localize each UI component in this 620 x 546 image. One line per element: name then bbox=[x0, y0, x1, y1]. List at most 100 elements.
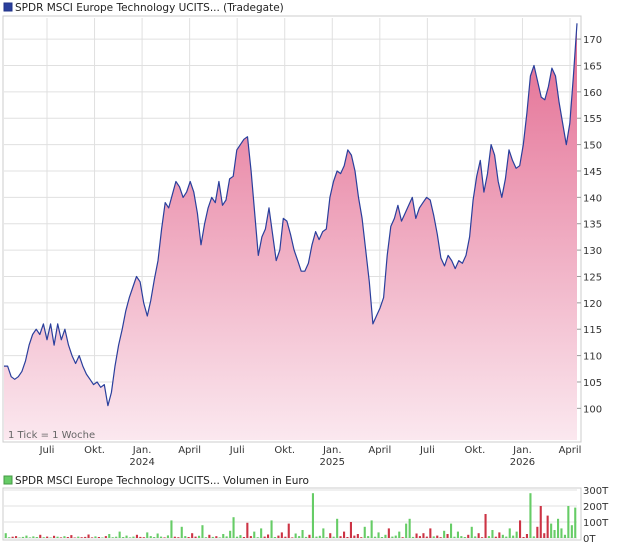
volume-bar bbox=[194, 536, 197, 538]
volume-bar bbox=[515, 531, 518, 538]
volume-bar bbox=[439, 537, 442, 538]
volume-bar bbox=[277, 535, 280, 538]
volume-bar bbox=[380, 537, 383, 538]
price-area bbox=[4, 23, 578, 441]
volume-bar bbox=[305, 536, 308, 538]
volume-bar bbox=[332, 536, 335, 538]
volume-bar bbox=[398, 531, 401, 538]
volume-bar bbox=[28, 537, 31, 538]
volume-bar bbox=[236, 536, 239, 538]
volume-bar bbox=[198, 535, 201, 538]
price-y-tick-label: 120 bbox=[583, 299, 602, 310]
volume-bar bbox=[484, 514, 487, 538]
price-x-tick-label: Jan. bbox=[512, 445, 532, 456]
price-plot-frame bbox=[2, 15, 582, 443]
volume-bar bbox=[4, 533, 7, 538]
volume-bar bbox=[432, 536, 435, 538]
tick-note: 1 Tick = 1 Woche bbox=[8, 430, 95, 441]
volume-bar bbox=[387, 528, 390, 538]
volume-bar bbox=[104, 536, 107, 538]
volume-bar bbox=[146, 532, 149, 538]
volume-bar bbox=[42, 537, 45, 538]
volume-bar bbox=[249, 536, 252, 538]
price-y-tick-label: 125 bbox=[583, 272, 602, 283]
volume-bar bbox=[73, 537, 76, 538]
volume-bar bbox=[574, 507, 577, 538]
volume-bar bbox=[21, 536, 24, 538]
volume-bar bbox=[80, 537, 83, 538]
price-y-tick-label: 110 bbox=[583, 352, 602, 363]
volume-bar bbox=[539, 506, 542, 538]
price-y-tick-label: 150 bbox=[583, 141, 602, 152]
volume-bar bbox=[142, 537, 145, 538]
volume-bar bbox=[415, 533, 418, 538]
volume-bar bbox=[156, 533, 159, 538]
volume-bar bbox=[318, 535, 321, 538]
volume-bar bbox=[294, 533, 297, 538]
volume-bar bbox=[280, 532, 283, 538]
volume-bar bbox=[253, 531, 256, 538]
volume-bar bbox=[501, 534, 504, 538]
volume-bar bbox=[91, 537, 94, 538]
volume-bar bbox=[284, 536, 287, 538]
volume-bar bbox=[336, 518, 339, 538]
volume-bar bbox=[363, 526, 366, 538]
volume-bar bbox=[101, 537, 104, 538]
volume-bar bbox=[508, 528, 511, 538]
volume-legend-swatch bbox=[3, 475, 13, 485]
volume-bar bbox=[66, 537, 69, 538]
volume-bar bbox=[177, 537, 180, 538]
volume-bar bbox=[184, 536, 187, 538]
volume-y-tick-label: 300T bbox=[583, 486, 609, 497]
volume-bar bbox=[70, 535, 73, 538]
volume-bar bbox=[394, 535, 397, 538]
volume-bar bbox=[463, 537, 466, 538]
price-x-tick-label: Okt. bbox=[465, 445, 486, 456]
price-x-tick-label: Juli bbox=[419, 445, 435, 456]
volume-bar bbox=[360, 537, 363, 538]
price-x-year-label: 2024 bbox=[129, 457, 154, 468]
volume-bar bbox=[329, 533, 332, 538]
volume-bar bbox=[346, 537, 349, 538]
volume-bar bbox=[201, 525, 204, 538]
volume-bar bbox=[211, 536, 214, 538]
price-y-tick-label: 155 bbox=[583, 114, 602, 125]
price-y-tick-label: 140 bbox=[583, 193, 602, 204]
volume-bar bbox=[260, 528, 263, 538]
volume-bar bbox=[522, 537, 525, 538]
volume-bar bbox=[339, 536, 342, 538]
price-y-tick-label: 135 bbox=[583, 220, 602, 231]
volume-bar bbox=[15, 536, 18, 538]
volume-y-tick-label: 200T bbox=[583, 502, 609, 513]
price-y-tick-label: 145 bbox=[583, 167, 602, 178]
volume-bar bbox=[401, 537, 404, 538]
volume-bar bbox=[322, 528, 325, 538]
volume-bar bbox=[108, 534, 111, 538]
volume-bar bbox=[191, 533, 194, 538]
volume-bar bbox=[325, 537, 328, 538]
volume-bar bbox=[215, 536, 218, 538]
volume-bar bbox=[49, 537, 52, 538]
volume-bar bbox=[553, 530, 556, 538]
volume-bar bbox=[160, 536, 163, 538]
volume-bar bbox=[118, 531, 121, 538]
volume-bar bbox=[374, 536, 377, 538]
volume-y-tick-label: 100T bbox=[583, 518, 609, 529]
volume-bar bbox=[456, 531, 459, 538]
volume-bar bbox=[429, 528, 432, 538]
volume-bar bbox=[474, 536, 477, 538]
volume-bar bbox=[35, 537, 38, 538]
volume-bar bbox=[550, 523, 553, 538]
volume-bar bbox=[267, 534, 270, 538]
volume-bar bbox=[263, 536, 266, 538]
volume-bar bbox=[25, 535, 28, 538]
price-legend-label: SPDR MSCI Europe Technology UCITS... (Tr… bbox=[15, 2, 284, 14]
volume-bar bbox=[242, 537, 245, 538]
volume-bar bbox=[122, 537, 125, 538]
volume-bar bbox=[53, 535, 56, 538]
volume-bar bbox=[557, 518, 560, 538]
volume-bar bbox=[543, 533, 546, 538]
volume-bar bbox=[115, 536, 118, 538]
volume-bar bbox=[187, 537, 190, 538]
